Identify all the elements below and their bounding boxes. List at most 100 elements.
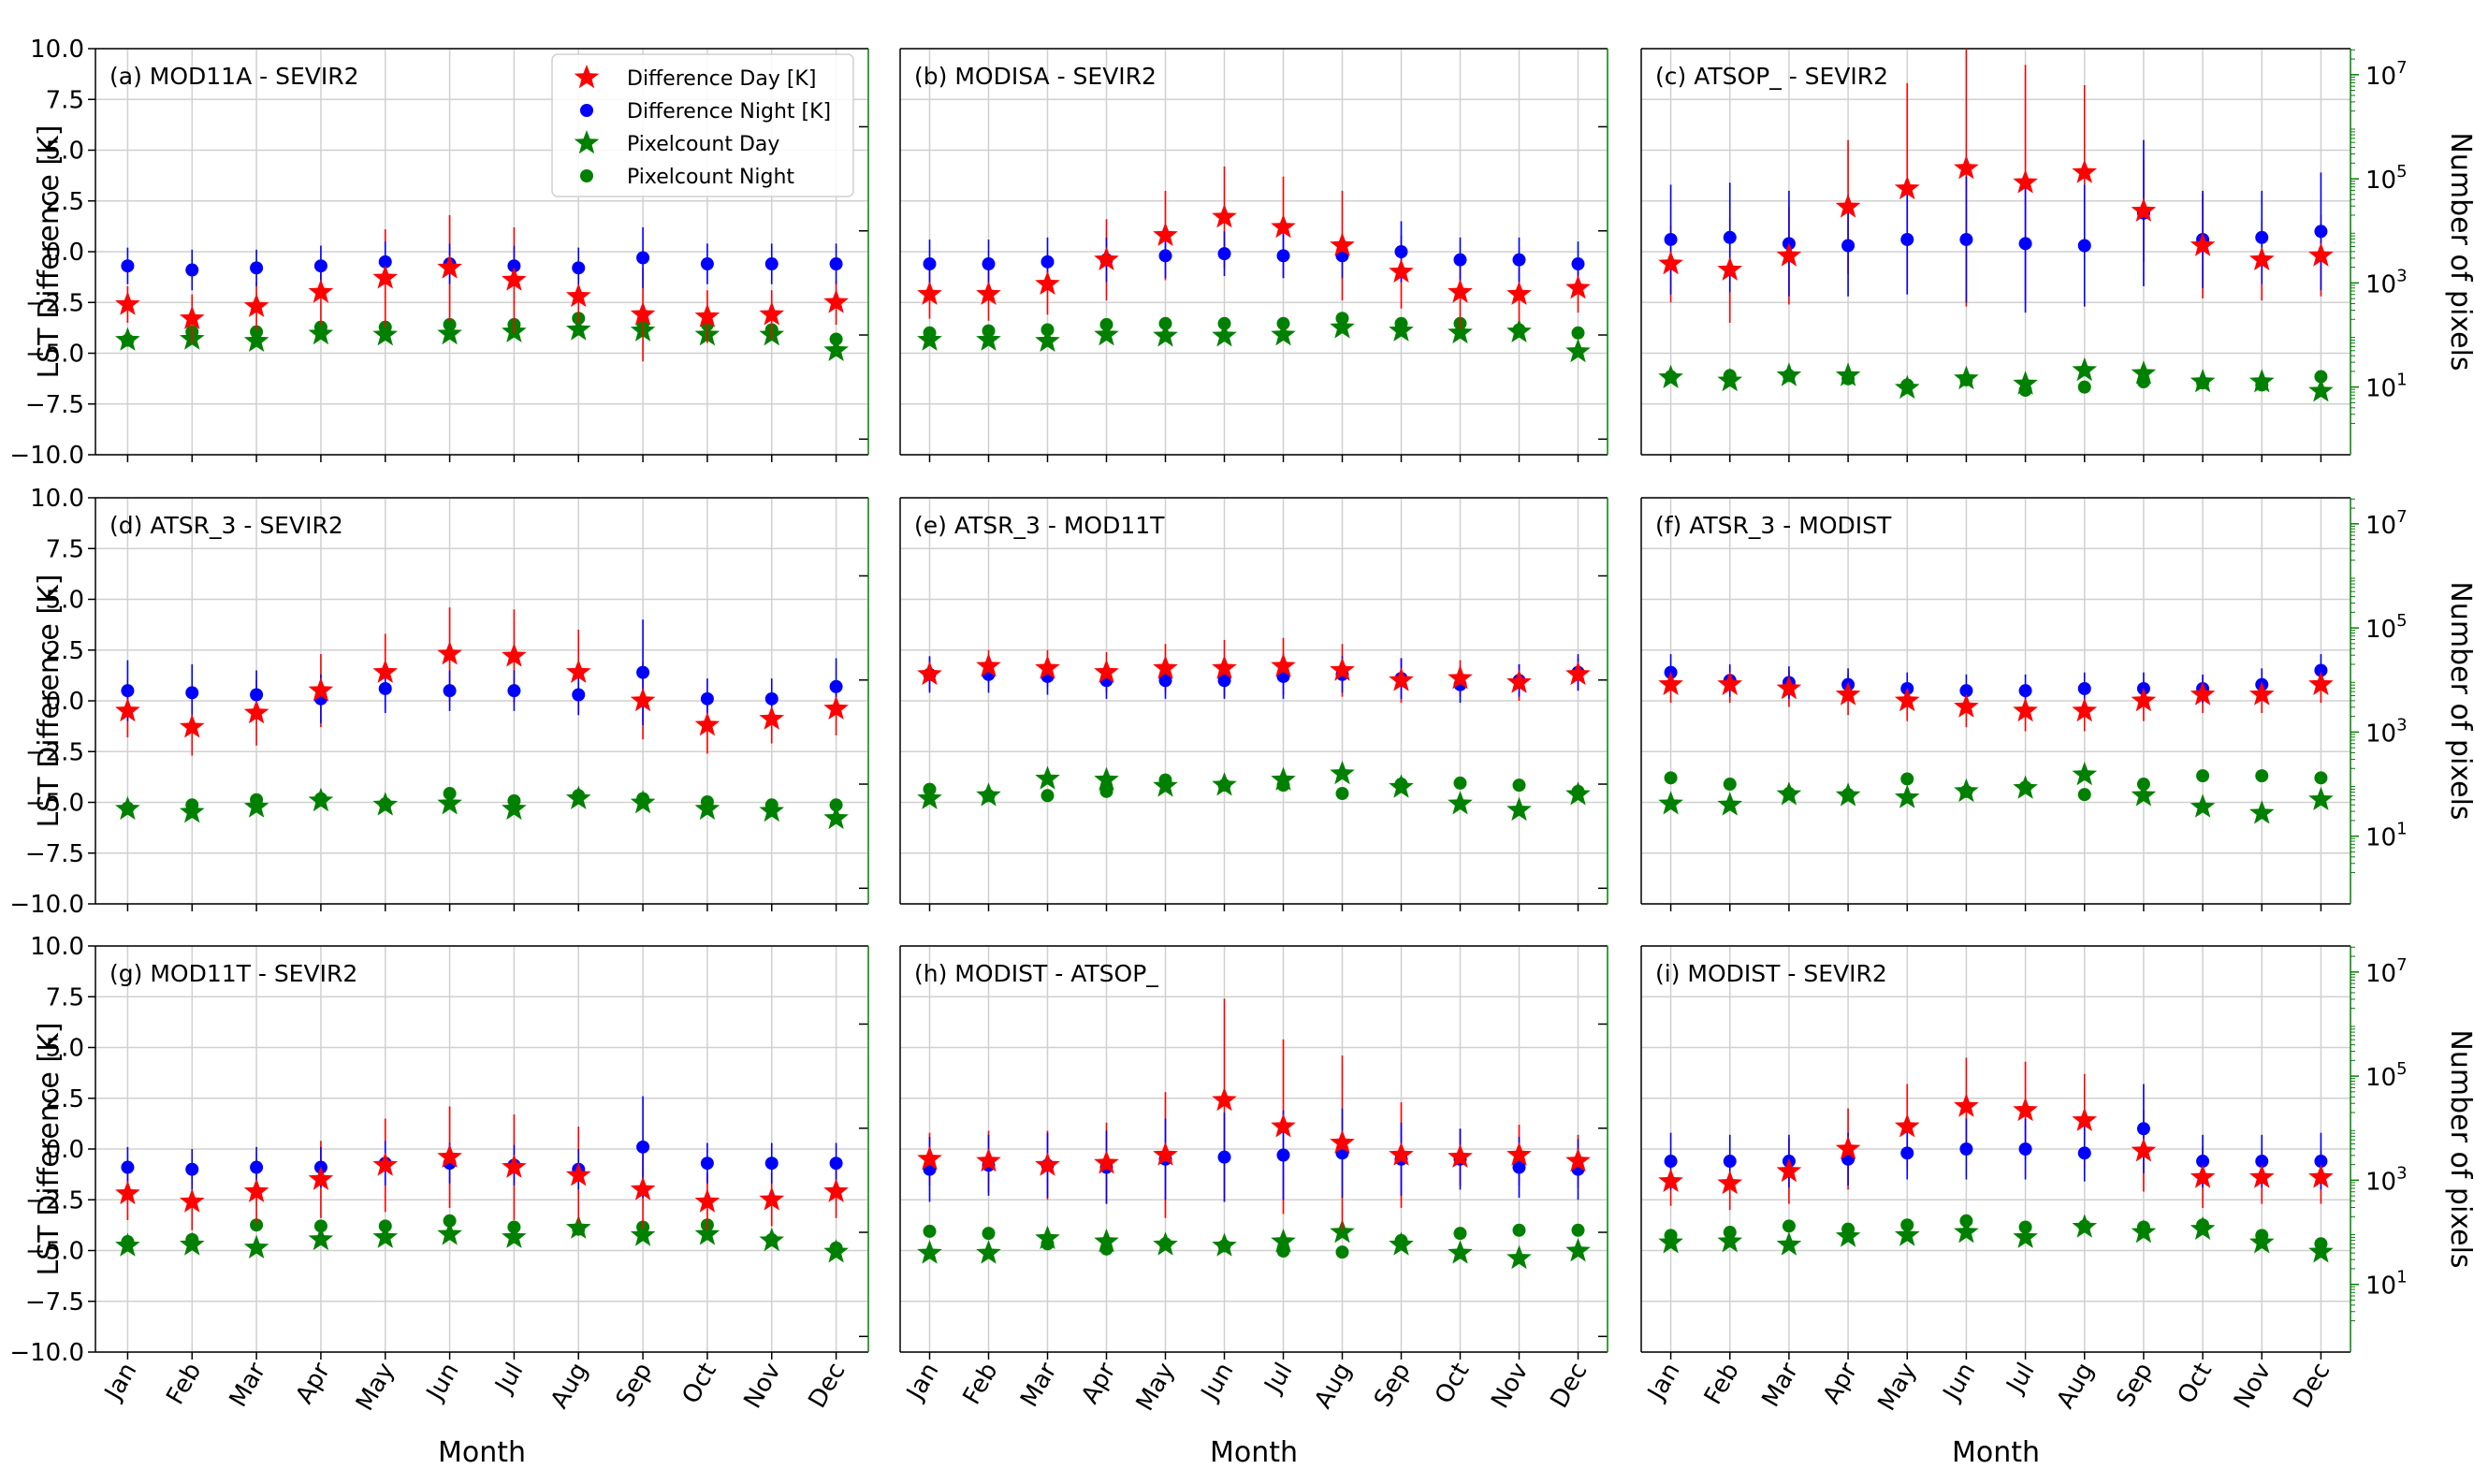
day-difference-point bbox=[1506, 669, 1532, 693]
pixelcount-night-point bbox=[2196, 769, 2210, 783]
pixelcount-night-point bbox=[1571, 326, 1585, 340]
pixelcount-day-point bbox=[1448, 791, 1473, 815]
pixelcount-day-point bbox=[437, 1221, 462, 1245]
day-difference-point bbox=[917, 281, 942, 305]
day-difference-point bbox=[2308, 242, 2334, 267]
day-difference-point bbox=[179, 305, 205, 329]
pixelcount-night-point bbox=[2077, 380, 2091, 394]
day-difference-point bbox=[437, 1143, 462, 1168]
day-difference-point bbox=[1212, 1086, 1237, 1112]
night-difference-point bbox=[507, 259, 521, 273]
pixelcount-day-point bbox=[502, 795, 527, 821]
pixelcount-day-point bbox=[2072, 356, 2098, 382]
y-tick-label: 7.5 bbox=[46, 535, 84, 563]
pixelcount-day-point bbox=[630, 1222, 656, 1246]
pixelcount-day-point bbox=[2013, 775, 2038, 799]
day-difference-point bbox=[1271, 653, 1296, 677]
day-difference-point bbox=[1717, 671, 1743, 695]
pixelcount-day-point bbox=[1506, 318, 1532, 342]
pixelcount-day-point bbox=[1894, 374, 1920, 400]
pixelcount-day-point bbox=[1035, 1225, 1060, 1249]
pixelcount-day-point bbox=[1954, 1219, 1979, 1244]
y-tick-label: 2.5 bbox=[46, 188, 84, 216]
pixelcount-day-point bbox=[1271, 766, 1296, 791]
pixelcount-night-point bbox=[2255, 769, 2269, 783]
day-difference-point bbox=[372, 659, 399, 683]
day-difference-point bbox=[976, 281, 1001, 305]
panel-data bbox=[1658, 654, 2334, 824]
pixelcount-day-point bbox=[1658, 791, 1683, 815]
pixelcount-day-point bbox=[1776, 362, 1802, 386]
night-difference-point bbox=[250, 261, 264, 275]
night-difference-point bbox=[1394, 245, 1408, 258]
pixelcount-day-point bbox=[308, 1226, 334, 1251]
pixelcount-day-point bbox=[1094, 766, 1119, 791]
day-difference-point bbox=[917, 661, 942, 686]
legend: Difference Day [K] Difference Night [K] … bbox=[551, 53, 854, 197]
y-axis-title: LST Difference [K] bbox=[33, 575, 65, 828]
day-difference-point bbox=[1448, 665, 1473, 690]
pixelcount-day-point bbox=[1330, 314, 1355, 339]
pixelcount-day-point bbox=[823, 337, 849, 361]
pixelcount-day-point bbox=[1954, 365, 1979, 390]
day-difference-point bbox=[1954, 155, 1979, 180]
day-difference-point bbox=[2308, 671, 2334, 695]
day-difference-point bbox=[2013, 697, 2038, 722]
day-difference-point bbox=[823, 1178, 849, 1202]
panel-data bbox=[917, 637, 1591, 822]
pixelcount-day-point bbox=[1658, 364, 1683, 388]
pixelcount-day-point bbox=[2308, 1239, 2334, 1263]
pixelcount-day-point bbox=[2190, 793, 2216, 818]
night-difference-point bbox=[1841, 239, 1856, 253]
legend-label-count-night: Pixelcount Night bbox=[627, 166, 794, 189]
night-difference-point bbox=[121, 259, 135, 273]
pixelcount-day-point bbox=[1330, 1219, 1355, 1244]
pixelcount-day-point bbox=[917, 1240, 942, 1264]
day-difference-point bbox=[502, 267, 527, 291]
panel-d: 10.0 7.5 5.0 2.5 0.0 −2.5 −5.0 −7.5 −10.0 LST Dif… bbox=[9, 485, 869, 919]
panels-group: 10.0 7.5 5.0 2.5 0.0 −2.5 −5.0 −7.5 −10.0 LST Dif… bbox=[9, 36, 2474, 1469]
day-difference-point bbox=[2248, 246, 2275, 270]
day-difference-point bbox=[1389, 1142, 1414, 1166]
night-difference-point bbox=[2314, 1155, 2328, 1169]
day-difference-point bbox=[694, 712, 720, 736]
legend-item-night-diff: Difference Night [K] bbox=[580, 100, 831, 124]
pixelcount-day-point bbox=[694, 1221, 720, 1245]
pixelcount-day-point bbox=[759, 798, 785, 822]
pixelcount-day-point bbox=[1717, 1229, 1743, 1253]
y-tick-label: 10.0 bbox=[30, 485, 84, 513]
pixelcount-day-point bbox=[759, 1227, 785, 1252]
night-difference-point bbox=[2196, 1155, 2210, 1169]
y-tick-label: 0.0 bbox=[46, 239, 84, 267]
y-tick-label: −5.0 bbox=[25, 790, 84, 818]
pixelcount-night-point bbox=[1900, 772, 1914, 786]
day-difference-point bbox=[1717, 256, 1743, 281]
night-difference-point bbox=[700, 691, 714, 706]
pixelcount-night-point bbox=[313, 1219, 327, 1233]
y-tick-label: 2.5 bbox=[46, 637, 84, 665]
night-difference-point bbox=[636, 251, 650, 265]
panel-title: (d) ATSR_3 - SEVIR2 bbox=[109, 512, 343, 539]
night-difference-point bbox=[2314, 225, 2328, 239]
pixelcount-day-point bbox=[1776, 781, 1802, 806]
night-difference-point bbox=[121, 1160, 135, 1174]
day-difference-point bbox=[2072, 1107, 2098, 1131]
day-difference-point bbox=[437, 641, 462, 665]
night-difference-point bbox=[1959, 232, 1973, 246]
pixelcount-night-point bbox=[1335, 1245, 1349, 1259]
legend-label-night-diff: Difference Night [K] bbox=[627, 100, 831, 124]
pixelcount-day-point bbox=[115, 795, 140, 821]
pixelcount-day-point bbox=[1389, 317, 1414, 342]
day-difference-point bbox=[502, 1154, 527, 1178]
day-difference-point bbox=[1094, 246, 1119, 270]
day-difference-point bbox=[2190, 681, 2216, 706]
day-difference-point bbox=[1389, 258, 1414, 283]
day-difference-point bbox=[2131, 1138, 2157, 1162]
pixelcount-day-point bbox=[1094, 322, 1119, 346]
pixelcount-day-point bbox=[372, 1224, 399, 1248]
pixelcount-day-point bbox=[115, 327, 140, 351]
day-difference-point bbox=[1330, 1129, 1355, 1154]
night-difference-point bbox=[1900, 1146, 1914, 1160]
pixelcount-night-point bbox=[982, 1227, 996, 1241]
day-difference-point bbox=[1954, 693, 1979, 718]
